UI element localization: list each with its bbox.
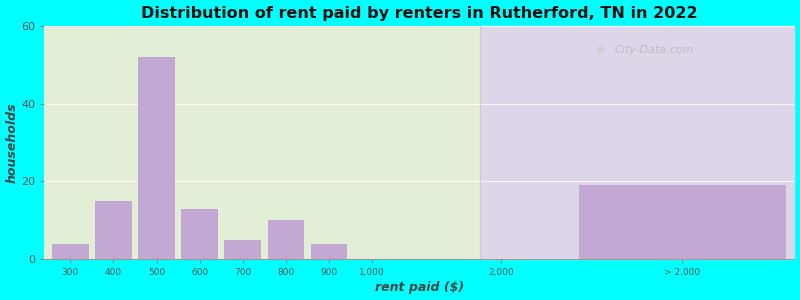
Text: ◉: ◉ [596,45,606,55]
Bar [225,240,261,259]
Bar [182,209,218,259]
Bar [95,201,132,259]
Title: Distribution of rent paid by renters in Rutherford, TN in 2022: Distribution of rent paid by renters in … [141,6,698,21]
X-axis label: rent paid ($): rent paid ($) [375,281,464,294]
Text: City-Data.com: City-Data.com [614,45,694,55]
Bar [267,220,304,259]
Bar [480,26,794,259]
Bar [52,244,89,259]
Y-axis label: households: households [6,102,18,183]
Bar [579,185,786,259]
Bar [138,57,175,259]
Bar [310,244,347,259]
